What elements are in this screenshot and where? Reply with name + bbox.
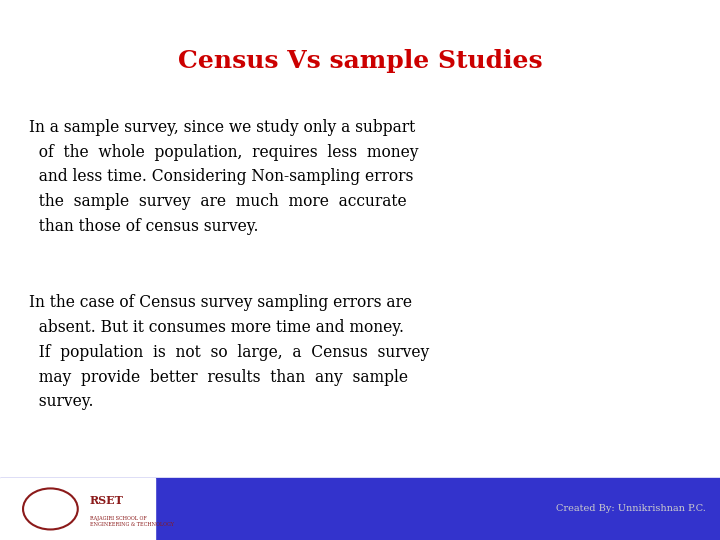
Text: Census Vs sample Studies: Census Vs sample Studies	[178, 49, 542, 72]
Text: In the case of Census survey sampling errors are
  absent. But it consumes more : In the case of Census survey sampling er…	[29, 294, 429, 410]
Bar	[0, 478, 155, 540]
Bar	[0, 478, 720, 540]
Text: In a sample survey, since we study only a subpart
  of  the  whole  population, : In a sample survey, since we study only …	[29, 119, 418, 235]
Text: Created By: Unnikrishnan P.C.: Created By: Unnikrishnan P.C.	[556, 504, 706, 514]
Text: RSET: RSET	[90, 495, 124, 507]
Text: RAJAGIRI SCHOOL OF
ENGINEERING & TECHNOLOGY: RAJAGIRI SCHOOL OF ENGINEERING & TECHNOL…	[90, 516, 174, 527]
